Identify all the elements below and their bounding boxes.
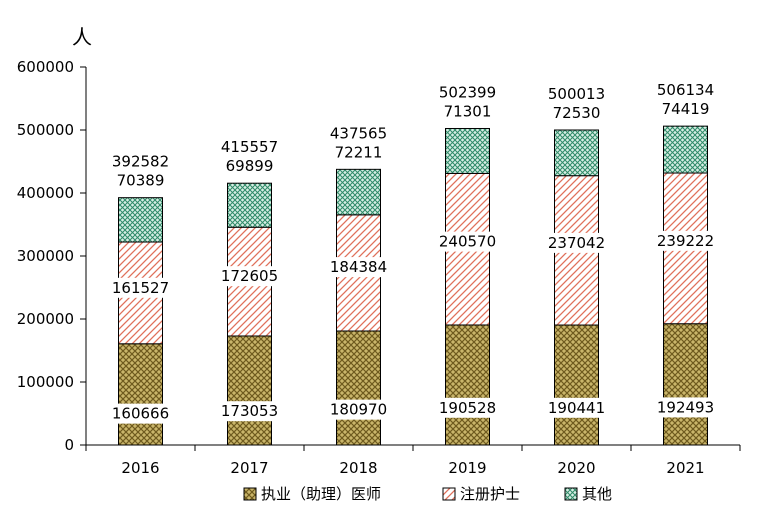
data-label-total: 415557 [221,138,278,156]
x-category-label: 2016 [121,459,159,477]
legend-swatch [442,487,456,501]
data-label-nurses-bg [109,277,172,298]
data-label-others: 72530 [553,104,601,122]
data-label-others-bg [436,101,499,122]
bar-segment [336,330,381,446]
data-label-physicians: 180970 [330,401,387,419]
data-label-physicians: 192493 [657,398,714,416]
data-label-nurses-bg [545,232,608,253]
bar-segment [445,324,490,446]
x-category-label: 2017 [230,459,268,477]
data-label-others-bg [218,156,281,177]
data-label-physicians: 160666 [112,405,169,423]
data-label-nurses-bg [436,231,499,252]
y-tick-label: 600000 [17,58,74,76]
y-tick-label: 300000 [17,247,74,265]
bar-segment [336,168,381,216]
legend: 执业（助理）医师 注册护士 其他 [243,485,612,503]
y-tick-label: 400000 [17,184,74,202]
legend-swatch [243,487,257,501]
data-label-total: 502399 [439,83,496,101]
data-label-nurses: 172605 [221,267,278,285]
legend-label: 注册护士 [460,485,520,503]
y-tick-label: 100000 [17,373,74,391]
data-label-physicians-bg [109,403,172,424]
x-category-label: 2018 [339,459,377,477]
data-label-others: 74419 [662,100,710,118]
data-label-others-bg [545,102,608,123]
data-label-total: 392582 [112,153,169,171]
bar-segment [663,323,708,446]
data-label-nurses-bg [327,257,390,278]
bar-segment [227,335,272,446]
bar-segment [118,343,163,446]
data-label-nurses: 240570 [439,233,496,251]
data-label-nurses-bg [654,230,717,251]
data-label-others-bg [109,170,172,191]
bar-segment [554,324,599,446]
data-label-others-bg [654,99,717,120]
x-category-label: 2021 [666,459,704,477]
bar-segment [445,127,490,174]
data-label-physicians-bg [654,397,717,418]
data-label-others: 70389 [117,172,165,190]
data-label-physicians: 190441 [548,399,605,417]
bars [118,125,708,446]
bar-segment [663,125,708,174]
data-label-others-bg [327,142,390,163]
data-label-physicians-bg [545,397,608,418]
x-category-label: 2020 [557,459,595,477]
x-category-label: 2019 [448,459,486,477]
y-tick-label: 200000 [17,310,74,328]
data-label-physicians-bg [218,401,281,422]
data-label-total: 437565 [330,124,387,142]
legend-label: 其他 [582,485,612,503]
bar-segment [554,129,599,177]
data-label-others: 69899 [226,157,274,175]
y-tick-label: 0 [64,436,74,454]
data-label-others: 72211 [335,143,383,161]
data-label-physicians-bg [327,399,390,420]
bar-segment [227,182,272,228]
data-label-total: 500013 [548,85,605,103]
axes: 0 100000 200000 300000 400000 500000 600000 201… [17,58,741,477]
legend-swatch [564,487,578,501]
legend-label: 执业（助理）医师 [261,485,381,503]
data-label-nurses: 239222 [657,232,714,250]
y-unit-label: 人 [72,25,92,49]
data-label-nurses-bg [218,266,281,287]
data-label-nurses: 184384 [330,258,387,276]
data-label-physicians: 173053 [221,402,278,420]
bar-segment [118,197,163,243]
data-label-physicians: 190528 [439,399,496,417]
data-label-total: 506134 [657,81,714,99]
data-label-others: 71301 [444,102,492,120]
data-label-nurses: 161527 [112,279,169,297]
y-tick-label: 500000 [17,121,74,139]
data-label-nurses: 237042 [548,234,605,252]
data-label-physicians-bg [436,397,499,418]
